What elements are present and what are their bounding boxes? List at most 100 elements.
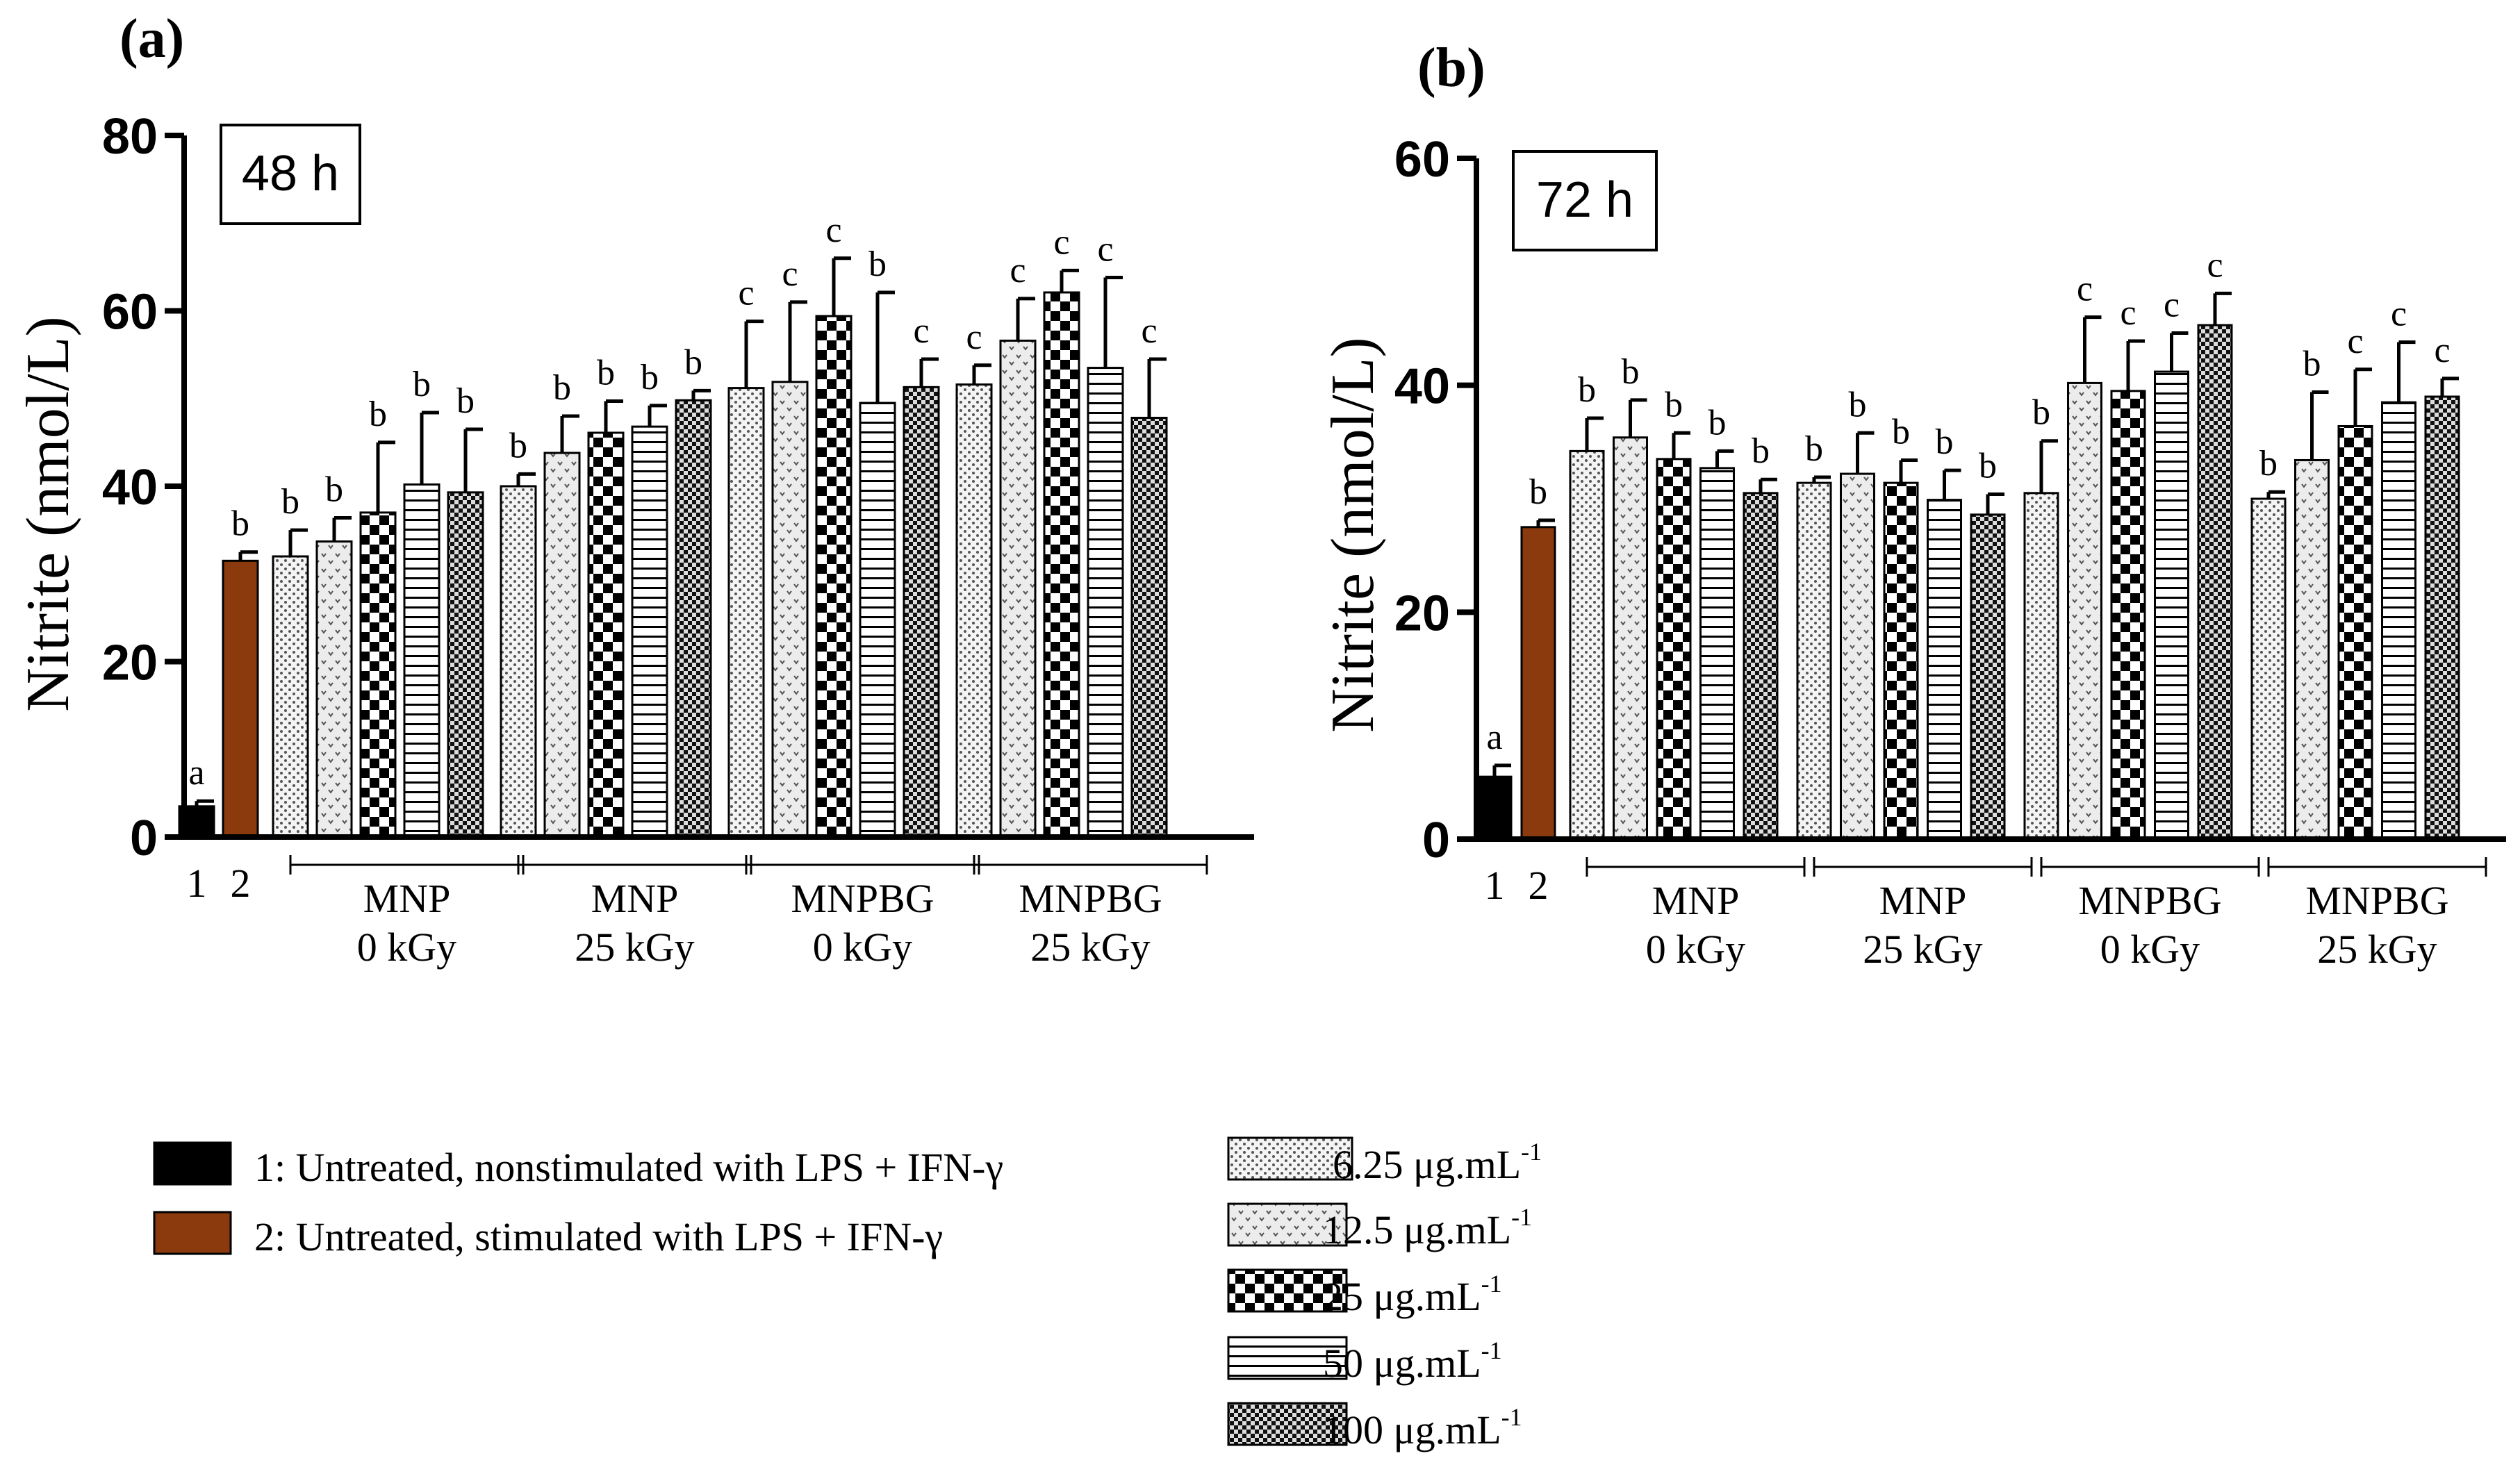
significance-letter: b xyxy=(281,482,299,522)
group-label-line2: 0 kGy xyxy=(2100,927,2200,972)
bar xyxy=(2250,497,2287,840)
group-label-line1: MNP xyxy=(1879,878,1967,923)
bar xyxy=(955,383,993,838)
significance-letter: b xyxy=(868,245,887,284)
significance-letter: c xyxy=(1141,311,1157,351)
bar xyxy=(2067,381,2102,840)
legend-item-control-2: 2: Untreated, stimulated with LPS + IFN-… xyxy=(153,1211,943,1259)
significance-letter: c xyxy=(2120,293,2136,333)
group-label-line1: MNP xyxy=(363,876,451,921)
legend-swatch xyxy=(1227,1136,1353,1181)
x-category-label: 1 xyxy=(187,861,207,906)
y-axis-label: Nitrite (nmol/L) xyxy=(15,316,82,711)
legend-swatch xyxy=(1227,1336,1348,1380)
significance-letter: b xyxy=(456,381,475,421)
bar xyxy=(1087,367,1124,838)
group-label-line1: MNP xyxy=(591,876,679,921)
group-label-line2: 0 kGy xyxy=(1646,927,1745,972)
bar xyxy=(359,511,397,838)
significance-letter: b xyxy=(1665,385,1683,424)
bar xyxy=(999,339,1037,838)
significance-letter: b xyxy=(1752,431,1770,471)
group-label-line2: 25 kGy xyxy=(2317,927,2437,972)
legend: 1: Untreated, nonstimulated with LPS + I… xyxy=(153,1136,1542,1452)
legend-item-50: 50 μg.mL-1 xyxy=(1227,1336,1502,1386)
group-label-line2: 25 kGy xyxy=(1030,925,1150,970)
significance-letter: b xyxy=(597,354,615,393)
significance-letter: b xyxy=(231,504,249,544)
panel-label: (a) xyxy=(120,8,184,69)
group-label-line2: 25 kGy xyxy=(1863,927,1982,972)
bar xyxy=(1476,775,1513,840)
bar xyxy=(631,425,668,838)
bar xyxy=(1130,417,1168,838)
bar xyxy=(1043,291,1080,838)
bar xyxy=(1743,492,1779,840)
significance-letter: b xyxy=(1849,385,1867,424)
bar xyxy=(447,491,484,838)
bar xyxy=(403,483,440,838)
group-label-line1: MNPBG xyxy=(2078,878,2221,923)
group-label-line1: MNPBG xyxy=(791,876,934,921)
group-label-line2: 0 kGy xyxy=(357,925,456,970)
group-label-line1: MNPBG xyxy=(2305,878,2448,923)
x-category-label: 2 xyxy=(231,861,251,906)
significance-letter: c xyxy=(738,274,754,313)
significance-letter: b xyxy=(1936,422,1954,462)
significance-letter: b xyxy=(641,358,659,397)
bar xyxy=(2337,424,2373,840)
bar xyxy=(500,485,537,838)
significance-letter: b xyxy=(553,368,571,408)
significance-letter: b xyxy=(1622,352,1640,392)
legend-label: 25 μg.mL-1 xyxy=(1323,1270,1502,1319)
significance-letter: a xyxy=(1486,718,1502,757)
legend-item-6-25: 6.25 μg.mL-1 xyxy=(1227,1136,1542,1187)
bar xyxy=(315,540,353,838)
significance-letter: a xyxy=(188,753,204,793)
y-ticks: 0 20 40 60 xyxy=(1394,132,1479,868)
significance-letter: c xyxy=(966,317,982,357)
bar xyxy=(1796,481,1832,840)
significance-letter: b xyxy=(1805,429,1823,469)
significance-letter: b xyxy=(325,470,343,509)
significance-letter: c xyxy=(1097,230,1113,270)
significance-letter: c xyxy=(2207,245,2223,285)
legend-label: 100 μg.mL-1 xyxy=(1323,1403,1522,1452)
y-tick-label: 80 xyxy=(102,109,158,165)
legend-label: 2: Untreated, stimulated with LPS + IFN-… xyxy=(254,1214,943,1259)
significance-letter: b xyxy=(509,426,527,465)
bar xyxy=(178,805,215,838)
bar xyxy=(222,559,259,838)
legend-item-100: 100 μg.mL-1 xyxy=(1227,1402,1522,1452)
legend-swatch xyxy=(153,1211,232,1255)
bar xyxy=(543,452,581,838)
y-tick-label: 0 xyxy=(130,811,158,866)
significance-letter: b xyxy=(1979,446,1997,486)
bar xyxy=(2110,390,2146,840)
significance-letter: c xyxy=(1010,251,1026,290)
bar xyxy=(1927,499,1962,840)
y-tick-label: 20 xyxy=(102,636,158,691)
significance-letter: b xyxy=(684,342,702,382)
significance-letter: b xyxy=(1529,472,1547,512)
group-label-line1: MNPBG xyxy=(1019,876,1162,921)
legend-label: 50 μg.mL-1 xyxy=(1323,1336,1502,1386)
bar xyxy=(1699,467,1735,840)
bar xyxy=(1840,472,1875,840)
significance-letter: c xyxy=(2164,285,2180,325)
y-tick-label: 40 xyxy=(102,460,158,515)
panel-label: (b) xyxy=(1417,38,1485,99)
legend-label: 1: Untreated, nonstimulated with LPS + I… xyxy=(254,1145,1003,1190)
bar xyxy=(1520,526,1556,840)
bar xyxy=(2294,458,2330,840)
y-axis-label: Nitrite (nmol/L) xyxy=(1319,337,1387,732)
significance-letter: b xyxy=(413,365,431,404)
x-category-label: 2 xyxy=(1529,863,1549,908)
bar xyxy=(1970,513,2006,840)
y-tick-label: 40 xyxy=(1394,359,1450,415)
significance-letter: b xyxy=(1892,412,1910,452)
